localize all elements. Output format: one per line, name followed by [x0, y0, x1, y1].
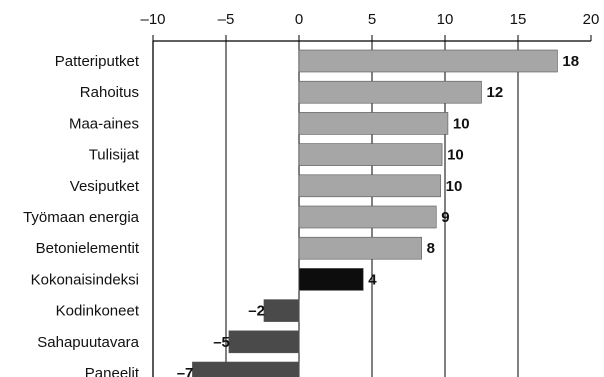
x-tick-label: 0: [295, 11, 303, 28]
bar: [298, 80, 482, 104]
data-labels: 18 12 10 10 10 98 4 –2 –5 –7: [177, 53, 579, 377]
category-label: Paneelit: [85, 365, 140, 377]
bar: [298, 49, 558, 73]
x-tick-label: 20: [583, 11, 600, 28]
data-label: 10: [447, 147, 464, 164]
data-label: 12: [487, 84, 504, 101]
data-label: –2: [248, 303, 265, 320]
data-label: 8: [427, 240, 435, 257]
bar: [298, 205, 437, 229]
category-label: Kokonaisindeksi: [31, 271, 139, 288]
bar: [298, 143, 443, 166]
data-label: 4: [368, 271, 377, 288]
bars: [192, 49, 558, 377]
x-tick-label: 15: [510, 11, 527, 28]
category-label: Kodinkoneet: [56, 303, 140, 320]
category-label: Vesiputket: [70, 178, 140, 195]
bar: [298, 112, 449, 135]
data-label: 10: [453, 115, 470, 132]
x-tick-label: 5: [368, 11, 376, 28]
x-tick-label: 10: [437, 11, 454, 28]
bar: [298, 174, 441, 198]
category-labels: Patteriputket Rahoitus Maa-aines Tulisijat V…: [23, 53, 140, 377]
x-tick-label: –5: [218, 11, 235, 28]
category-label: Sahapuutavara: [37, 334, 139, 351]
category-label: Maa-aines: [69, 115, 139, 132]
data-label: –7: [177, 365, 194, 377]
bar: [298, 268, 364, 291]
bar: [228, 330, 300, 354]
category-label: Tulisijat: [89, 147, 140, 164]
data-label: 10: [446, 178, 463, 195]
category-label: Työmaan energia: [23, 209, 140, 226]
data-label: 18: [562, 53, 579, 70]
data-label: –5: [213, 334, 230, 351]
category-label: Betonielementit: [36, 240, 140, 257]
x-tick-label: –10: [140, 11, 165, 28]
category-label: Patteriputket: [55, 53, 140, 70]
x-ticks: –10 –5 0 5 10 15 20: [140, 11, 599, 41]
bar: [192, 361, 300, 377]
bar: [298, 236, 422, 260]
category-label: Rahoitus: [80, 84, 139, 101]
bar: [263, 299, 300, 322]
data-label: 9: [441, 209, 449, 226]
